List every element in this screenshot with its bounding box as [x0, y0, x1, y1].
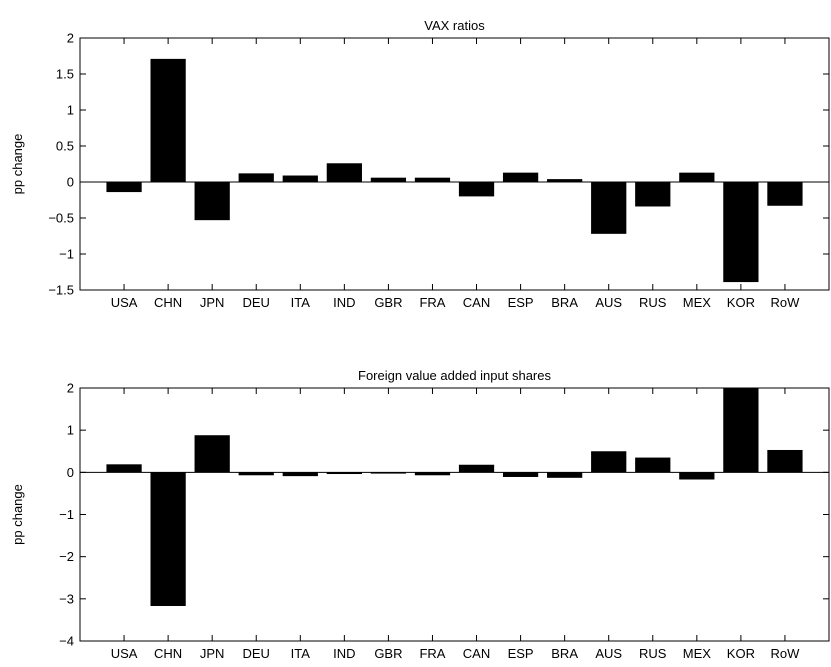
- bar-ita: [282, 175, 318, 182]
- bar-aus: [591, 451, 627, 473]
- bar-gbr: [370, 177, 407, 182]
- bar-gbr: [370, 472, 407, 474]
- bar-usa: [106, 182, 142, 193]
- y-tick-label: 0: [67, 175, 74, 190]
- y-tick-label: −1: [59, 247, 74, 262]
- x-tick-label-kor: KOR: [727, 295, 755, 310]
- bar-ind: [326, 163, 362, 182]
- y-axis-label: pp change: [10, 134, 25, 195]
- bar-can: [458, 464, 495, 473]
- x-tick-label-can: CAN: [463, 646, 490, 661]
- bar-mex: [679, 172, 715, 182]
- x-tick-label-deu: DEU: [243, 295, 270, 310]
- y-tick-label: −2: [59, 549, 74, 564]
- bar-fra: [414, 177, 451, 182]
- x-tick-label-rus: RUS: [639, 646, 667, 661]
- bar-ita: [282, 472, 318, 477]
- bar-can: [458, 182, 495, 197]
- bar-chn: [150, 58, 186, 182]
- x-tick-label-ita: ITA: [291, 646, 311, 661]
- bar-kor: [723, 388, 759, 473]
- y-tick-label: −0.5: [48, 211, 74, 226]
- axes-box: [79, 37, 830, 291]
- bar-esp: [502, 172, 539, 182]
- chart-vax-ratios: VAX ratios pp change −1.5 −1 −0.5 0 0.5 1 1.5 2 US…: [10, 18, 830, 310]
- y-tick-label: −1: [59, 507, 74, 522]
- x-tick-label-jpn: JPN: [200, 646, 225, 661]
- bar-bra: [547, 472, 583, 478]
- bar-fra: [414, 472, 451, 476]
- x-tick-label-chn: CHN: [154, 295, 182, 310]
- bar-usa: [106, 464, 142, 473]
- bar-aus: [591, 182, 627, 234]
- bar-jpn: [194, 182, 230, 221]
- y-axis-label: pp change: [10, 484, 25, 545]
- bar-kor: [723, 182, 759, 283]
- x-tick-label-usa: USA: [111, 646, 138, 661]
- bar-deu: [238, 472, 274, 476]
- x-tick-label-esp: ESP: [508, 295, 534, 310]
- bar-deu: [238, 173, 274, 182]
- x-tick-label-esp: ESP: [508, 646, 534, 661]
- x-tick-label-mex: MEX: [683, 646, 712, 661]
- bar-chn: [150, 472, 186, 607]
- x-tick-label-ind: IND: [333, 646, 355, 661]
- y-tick-label: 1: [67, 423, 74, 438]
- y-tick-label: −4: [59, 634, 74, 649]
- x-tick-label-row: RoW: [770, 646, 800, 661]
- chart-title: Foreign value added input shares: [358, 368, 551, 383]
- x-tick-label-bra: BRA: [551, 646, 578, 661]
- x-tick-label-ind: IND: [333, 295, 355, 310]
- x-tick-label-gbr: GBR: [374, 295, 402, 310]
- y-tick-label: −1.5: [48, 283, 74, 298]
- x-tick-label-rus: RUS: [639, 295, 667, 310]
- chart-title: VAX ratios: [424, 18, 485, 33]
- x-tick-label-usa: USA: [111, 295, 138, 310]
- x-tick-label-bra: BRA: [551, 295, 578, 310]
- y-tick-label: 0: [67, 465, 74, 480]
- chart-foreign-value-added-input-shares: Foreign value added input shares pp chang…: [10, 368, 830, 661]
- bar-rus: [635, 182, 671, 207]
- x-tick-label-row: RoW: [770, 295, 800, 310]
- bar-jpn: [194, 435, 230, 473]
- x-tick-label-deu: DEU: [243, 646, 270, 661]
- bar-bra: [547, 179, 583, 182]
- axes-box: [79, 387, 830, 642]
- bar-row: [767, 449, 803, 473]
- x-tick-label-kor: KOR: [727, 646, 755, 661]
- y-tick-label: 0.5: [56, 139, 74, 154]
- y-tick-label: 1: [67, 103, 74, 118]
- x-tick-label-aus: AUS: [595, 646, 622, 661]
- y-tick-label: −3: [59, 591, 74, 606]
- x-tick-label-gbr: GBR: [374, 646, 402, 661]
- x-tick-label-fra: FRA: [419, 646, 445, 661]
- x-tick-label-fra: FRA: [419, 295, 445, 310]
- x-tick-label-jpn: JPN: [200, 295, 225, 310]
- y-tick-label: 2: [67, 381, 74, 396]
- bar-rus: [635, 457, 671, 473]
- y-tick-label: 1.5: [56, 67, 74, 82]
- y-tick-label: 2: [67, 31, 74, 46]
- x-tick-label-aus: AUS: [595, 295, 622, 310]
- bar-mex: [679, 472, 715, 480]
- x-tick-label-chn: CHN: [154, 646, 182, 661]
- bar-esp: [502, 472, 539, 477]
- bar-ind: [326, 472, 362, 475]
- x-tick-label-ita: ITA: [291, 295, 311, 310]
- bar-row: [767, 182, 803, 206]
- x-tick-label-mex: MEX: [683, 295, 712, 310]
- x-tick-label-can: CAN: [463, 295, 490, 310]
